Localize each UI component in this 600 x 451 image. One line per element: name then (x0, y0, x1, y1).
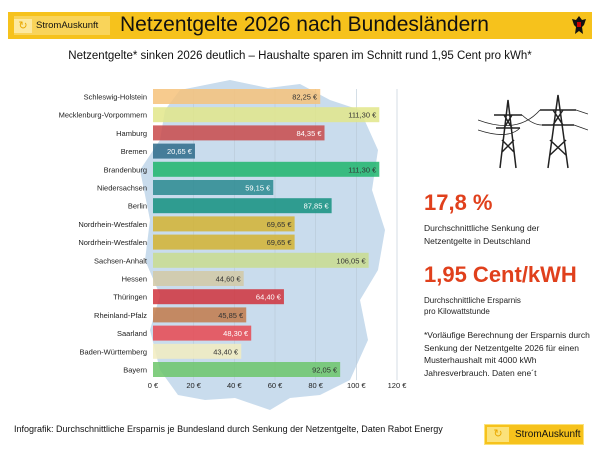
category-label: Mecklenburg-Vorpommern (59, 111, 147, 120)
bar (153, 234, 295, 250)
data-label: 48,30 € (223, 329, 249, 338)
bar (153, 252, 369, 268)
subtitle: Netzentgelte* sinken 2026 deutlich – Hau… (68, 50, 532, 62)
data-label: 20,65 € (167, 147, 193, 156)
savings-cent: 1,95 Cent/kWH (424, 262, 577, 287)
header-bar: ↻ StromAuskunft Netzentgelte 2026 nach Bu… (8, 12, 592, 39)
swirl-icon: ↻ (487, 427, 509, 442)
data-label: 84,35 € (296, 129, 322, 138)
x-tick-label: 40 € (227, 381, 242, 390)
bar (153, 325, 252, 341)
category-label: Hessen (122, 275, 147, 284)
brand-logo[interactable]: ↻ StromAuskunft (14, 16, 110, 35)
category-label: Thüringen (113, 293, 147, 302)
bar (153, 362, 341, 377)
data-label: 69,65 € (267, 220, 293, 229)
bar (153, 161, 380, 177)
reduction-desc: Durchschnittliche Senkung der Netzentgelt… (424, 223, 540, 246)
bar (153, 143, 195, 159)
category-label: Brandenburg (104, 165, 147, 174)
data-label: 87,85 € (304, 202, 330, 211)
bar (153, 343, 242, 359)
data-label: 82,25 € (292, 93, 318, 102)
x-tick-label: 100 € (347, 381, 367, 390)
x-tick-label: 0 € (148, 381, 159, 390)
category-label: Nordrhein-Westfalen (78, 220, 147, 229)
data-label: 43,40 € (213, 347, 239, 356)
brand-name: StromAuskunft (36, 20, 99, 31)
category-label: Rheinland-Pfalz (94, 311, 147, 320)
category-label: Schleswig-Holstein (84, 93, 147, 102)
power-pylon-icon (478, 94, 588, 169)
category-label: Bremen (121, 147, 147, 156)
data-label: 64,40 € (256, 293, 282, 302)
category-label: Baden-Württemberg (79, 347, 147, 356)
bar (153, 289, 284, 305)
page-title: Netzentgelte 2026 nach Bundesländern (120, 13, 489, 36)
footer-caption: Infografik: Durchschnittliche Ersparnis … (14, 424, 443, 434)
data-label: 106,05 € (336, 256, 366, 265)
category-label: Bayern (123, 366, 147, 375)
x-tick-label: 80 € (308, 381, 323, 390)
category-label: Hamburg (116, 129, 147, 138)
x-tick-label: 120 € (388, 381, 408, 390)
swirl-icon: ↻ (14, 18, 32, 33)
x-tick-label: 60 € (268, 381, 283, 390)
category-label: Nordrhein-Westfalen (78, 238, 147, 247)
data-label: 59,15 € (245, 184, 271, 193)
data-label: 69,65 € (267, 238, 293, 247)
bar (153, 198, 332, 214)
category-label: Niedersachsen (97, 184, 147, 193)
reduction-percent: 17,8 % (424, 190, 493, 215)
bar (153, 125, 325, 141)
category-label: Berlin (128, 202, 147, 211)
bar (153, 180, 274, 195)
data-label: 111,30 € (348, 111, 377, 120)
bar (153, 89, 321, 104)
bar (153, 307, 247, 323)
bar (153, 216, 295, 232)
data-label: 111,30 € (348, 165, 377, 174)
footer-brand-logo[interactable]: ↻ StromAuskunft (484, 424, 584, 445)
category-label: Sachsen-Anhalt (94, 256, 148, 265)
data-label: 45,85 € (218, 311, 244, 320)
bar (153, 107, 380, 123)
x-tick-label: 20 € (186, 381, 201, 390)
data-label: 92,05 € (312, 366, 338, 375)
bar (153, 271, 244, 286)
savings-desc: Durchschnittliche Ersparnis pro Kilowatts… (424, 296, 521, 316)
eagle-icon (572, 16, 586, 34)
category-label: Saarland (117, 329, 147, 338)
footnote: *Vorläufige Berechnung der Ersparnis dur… (424, 330, 590, 378)
data-label: 44,60 € (216, 275, 242, 284)
